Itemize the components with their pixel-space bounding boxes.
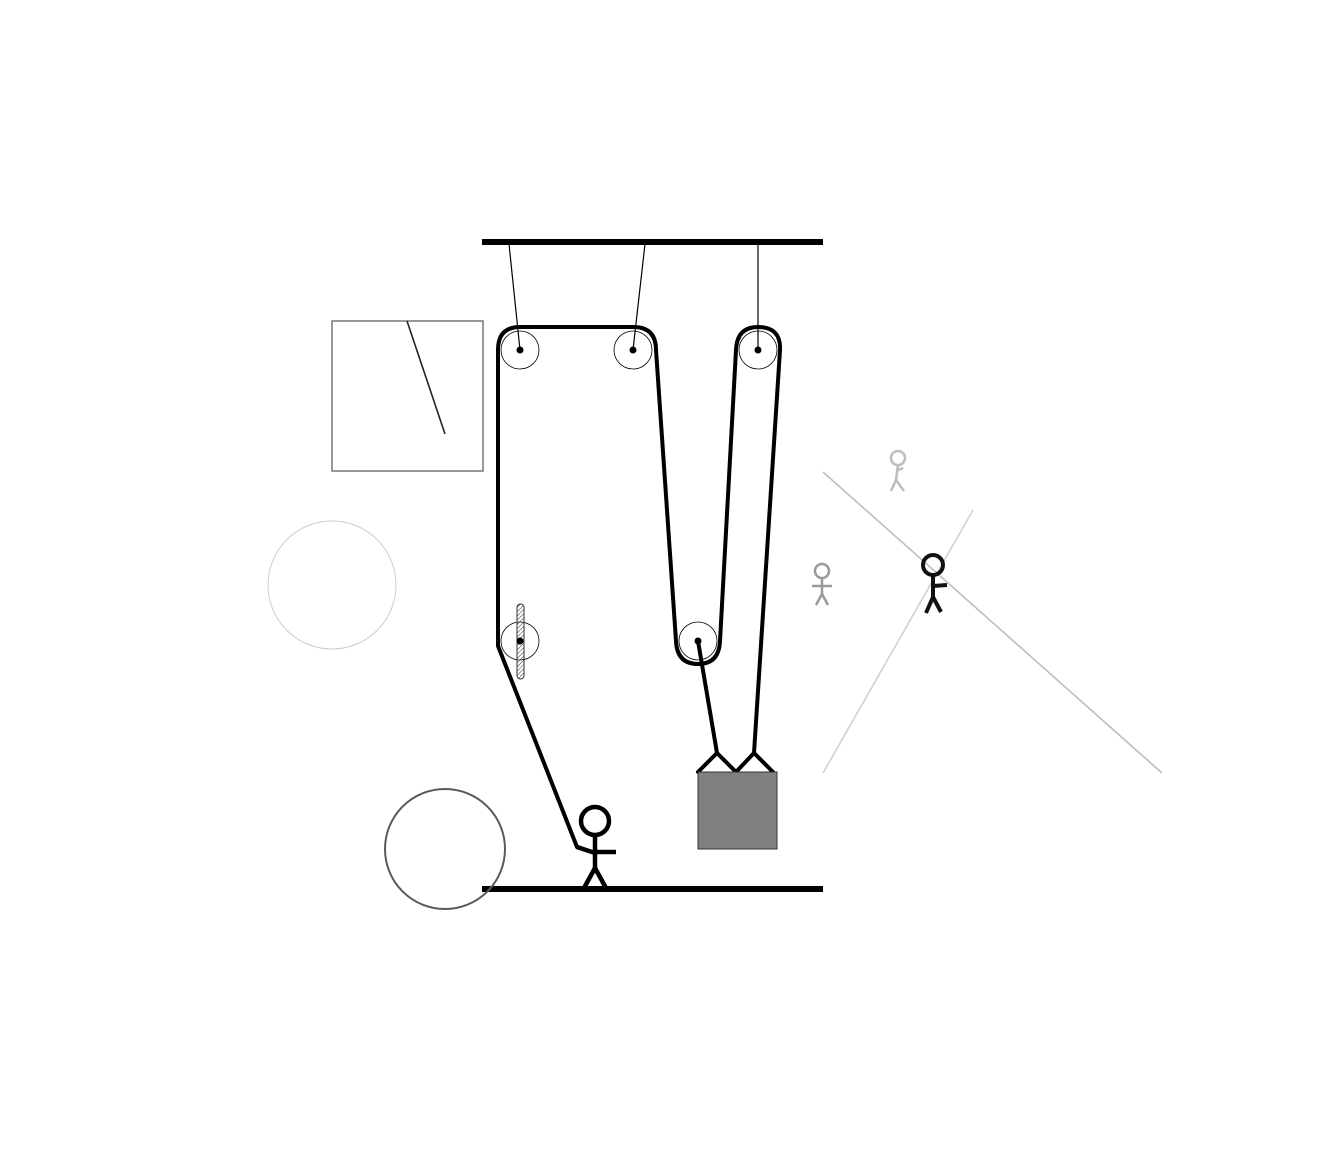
main-rope: [496, 325, 783, 849]
inset-needle: [406, 320, 446, 435]
incline-line-short: [822, 509, 974, 774]
pulley-to-weight-rope: [696, 639, 719, 755]
inset-box: [331, 320, 484, 472]
incline-line-long: [822, 471, 1163, 774]
dark-circle: [384, 788, 506, 910]
pulley-hangers: [508, 243, 759, 351]
stick-figure-pulling: [576, 804, 616, 890]
stick-figure-gray: [812, 562, 832, 606]
brake-pulley: [500, 603, 540, 680]
fixed-pulley-right: [738, 330, 778, 370]
fixed-pulley-left: [500, 330, 540, 370]
hanging-weight: [696, 751, 778, 850]
light-circle: [267, 520, 397, 650]
stick-figure-on-incline: [921, 553, 948, 614]
fixed-pulley-middle: [613, 330, 653, 370]
stick-figure-light: [889, 449, 907, 492]
